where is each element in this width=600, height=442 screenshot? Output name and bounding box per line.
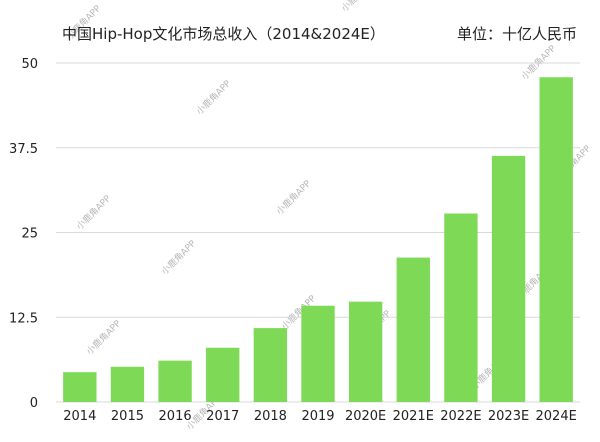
- x-axis-ticks: 2014 2015 2016 2017 2018 2019 2020E 2021E 2022E 2…: [63, 409, 577, 424]
- x-tick-label: 2016: [159, 409, 192, 424]
- bar-series: [63, 77, 573, 402]
- x-tick-label: 2023E: [488, 409, 529, 424]
- bar-2017: [206, 347, 240, 402]
- x-tick-label: 2024E: [536, 409, 577, 424]
- bar-2015: [110, 366, 145, 402]
- x-tick-label: 2015: [111, 409, 144, 424]
- watermark-text: 小鹿角APP: [519, 42, 559, 82]
- watermark-text: 小鹿角APP: [274, 177, 314, 217]
- y-tick-label: 25: [21, 227, 38, 242]
- watermark-text: 小鹿角APP: [84, 317, 124, 357]
- y-axis-ticks: 0 12.5 25 37.5 50: [9, 57, 38, 411]
- bar-2014: [63, 372, 97, 402]
- bar-2021E: [396, 257, 430, 402]
- bar-2018: [253, 328, 288, 402]
- watermark-text: 小鹿角APP: [74, 192, 114, 232]
- bar-2019: [301, 305, 335, 402]
- x-tick-label: 2018: [254, 409, 287, 424]
- bar-2023E: [491, 155, 526, 402]
- bar-2022E: [444, 213, 478, 402]
- watermark-text: 小鹿角APP: [339, 0, 379, 14]
- bar-2020E: [348, 301, 383, 402]
- y-tick-label: 0: [30, 396, 38, 411]
- watermark-text: 小鹿角APP: [194, 77, 234, 117]
- x-tick-label: 2021E: [393, 409, 434, 424]
- unit-label: 单位：十亿人民币: [457, 25, 577, 43]
- x-tick-label: 2019: [301, 409, 334, 424]
- y-tick-label: 37.5: [9, 142, 38, 157]
- y-tick-label: 12.5: [9, 311, 38, 326]
- y-tick-label: 50: [21, 57, 38, 72]
- chart-title: 中国Hip-Hop文化市场总收入（2014&2024E）: [62, 25, 385, 43]
- watermark-text: 小鹿角APP: [159, 237, 199, 277]
- x-tick-label: 2020E: [345, 409, 386, 424]
- bar-2016: [158, 360, 192, 402]
- x-tick-label: 2022E: [440, 409, 481, 424]
- x-tick-label: 2014: [63, 409, 96, 424]
- bar-2024E: [539, 77, 573, 402]
- x-tick-label: 2017: [206, 409, 239, 424]
